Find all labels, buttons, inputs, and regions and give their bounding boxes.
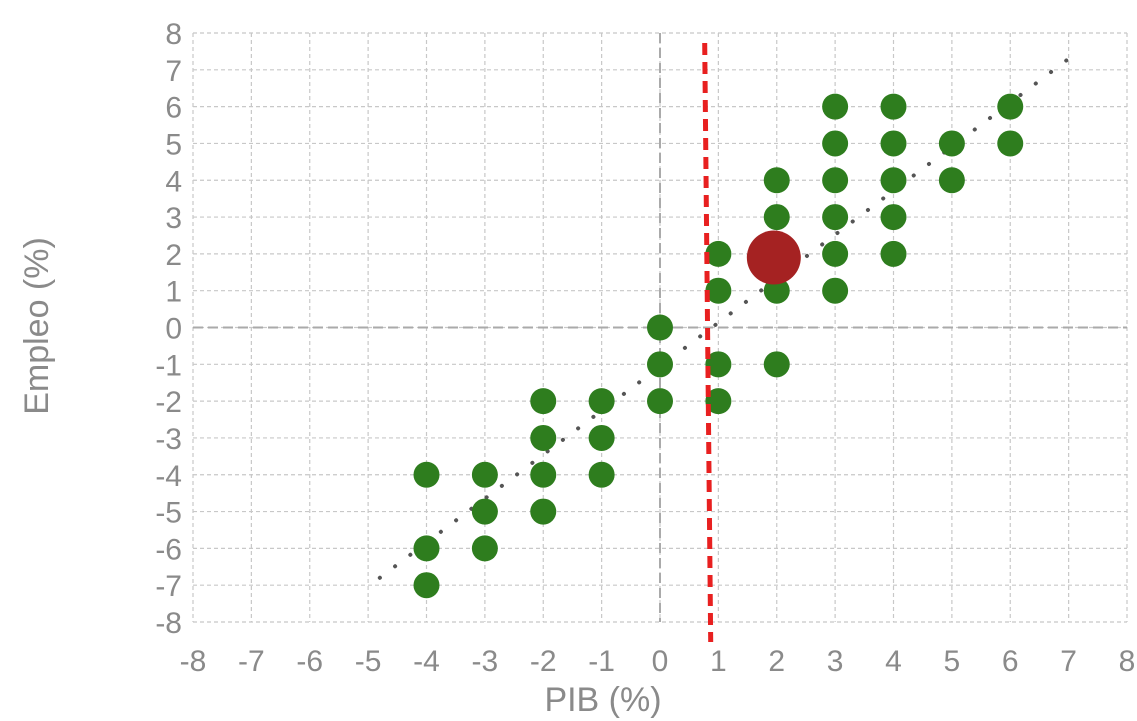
x-tick-label: 3: [827, 645, 844, 678]
x-tick-label: 2: [768, 645, 785, 678]
data-point: [763, 351, 790, 378]
data-point: [880, 93, 907, 120]
data-point: [822, 240, 849, 267]
y-tick-label: 0: [165, 313, 182, 346]
x-tick-label: 5: [944, 645, 961, 678]
data-point: [822, 204, 849, 231]
data-point: [471, 461, 498, 488]
x-tick-label: -3: [472, 645, 499, 678]
y-tick-label: -7: [155, 570, 182, 603]
y-tick-labels: 8 7 65 4 3 2 1 0-1 -2 -3 -4 -5-6 -7 -8: [155, 18, 182, 640]
reference-line: [702, 42, 714, 643]
x-tick-label: 8: [1119, 645, 1136, 678]
data-point: [880, 240, 907, 267]
data-point: [997, 93, 1024, 120]
y-tick-label: 1: [165, 276, 182, 309]
y-axis-label: Empleo (%): [18, 237, 56, 415]
x-tick-label: -1: [588, 645, 615, 678]
x-tick-label: 7: [1060, 645, 1077, 678]
data-point: [530, 498, 557, 525]
y-tick-label: -2: [155, 386, 182, 419]
y-tick-label: -4: [155, 460, 182, 493]
x-tick-label: -2: [530, 645, 557, 678]
data-point: [997, 130, 1024, 157]
y-tick-label: 2: [165, 239, 182, 272]
y-tick-label: -8: [155, 607, 182, 640]
x-tick-label: 1: [710, 645, 727, 678]
y-tick-label: -3: [155, 423, 182, 456]
data-point: [413, 535, 440, 562]
x-tick-label: -6: [296, 645, 323, 678]
x-tick-label: -5: [355, 645, 382, 678]
y-tick-label: 4: [165, 165, 182, 198]
y-tick-label: 5: [165, 128, 182, 161]
data-point: [530, 461, 557, 488]
y-tick-label: -1: [155, 349, 182, 382]
data-point: [822, 277, 849, 304]
data-point: [705, 388, 732, 415]
data-point: [880, 204, 907, 231]
data-point: [530, 424, 557, 451]
data-point: [938, 167, 965, 194]
reference-line-path: [702, 42, 714, 643]
data-point: [705, 240, 732, 267]
x-tick-label: -8: [180, 645, 207, 678]
data-point: [413, 461, 440, 488]
data-point: [588, 461, 615, 488]
y-tick-label: 8: [165, 18, 182, 51]
data-point: [647, 314, 673, 341]
data-point: [471, 535, 498, 562]
x-tick-label: -4: [413, 645, 440, 678]
data-point: [413, 572, 440, 599]
data-point: [471, 498, 498, 525]
data-point: [588, 424, 615, 451]
x-tick-label: -7: [238, 645, 265, 678]
data-point: [705, 351, 732, 378]
y-tick-label: 7: [165, 55, 182, 88]
x-tick-label: 6: [1002, 645, 1019, 678]
y-tick-label: -5: [155, 497, 182, 530]
x-tick-label: 0: [652, 645, 669, 678]
data-point: [938, 130, 965, 157]
data-point: [880, 130, 907, 157]
data-points: [413, 93, 1024, 599]
data-point: [588, 388, 615, 415]
data-point: [822, 167, 849, 194]
x-axis-label: PIB (%): [544, 681, 661, 719]
data-point: [647, 351, 673, 378]
y-tick-label: 3: [165, 202, 182, 235]
x-tick-labels: -8 -7 -6 -5 -4 -3 -2 -1 0 1 2 3 4 5 6 7 8: [180, 645, 1136, 678]
data-point: [822, 130, 849, 157]
data-point: [647, 388, 673, 415]
data-point: [705, 277, 732, 304]
data-point: [763, 167, 790, 194]
data-point: [763, 204, 790, 231]
highlight-point: [746, 230, 801, 285]
y-tick-label: 6: [165, 92, 182, 125]
data-point: [880, 167, 907, 194]
y-tick-label: -6: [155, 533, 182, 566]
data-point: [822, 93, 849, 120]
x-tick-label: 4: [885, 645, 902, 678]
data-point: [530, 388, 557, 415]
